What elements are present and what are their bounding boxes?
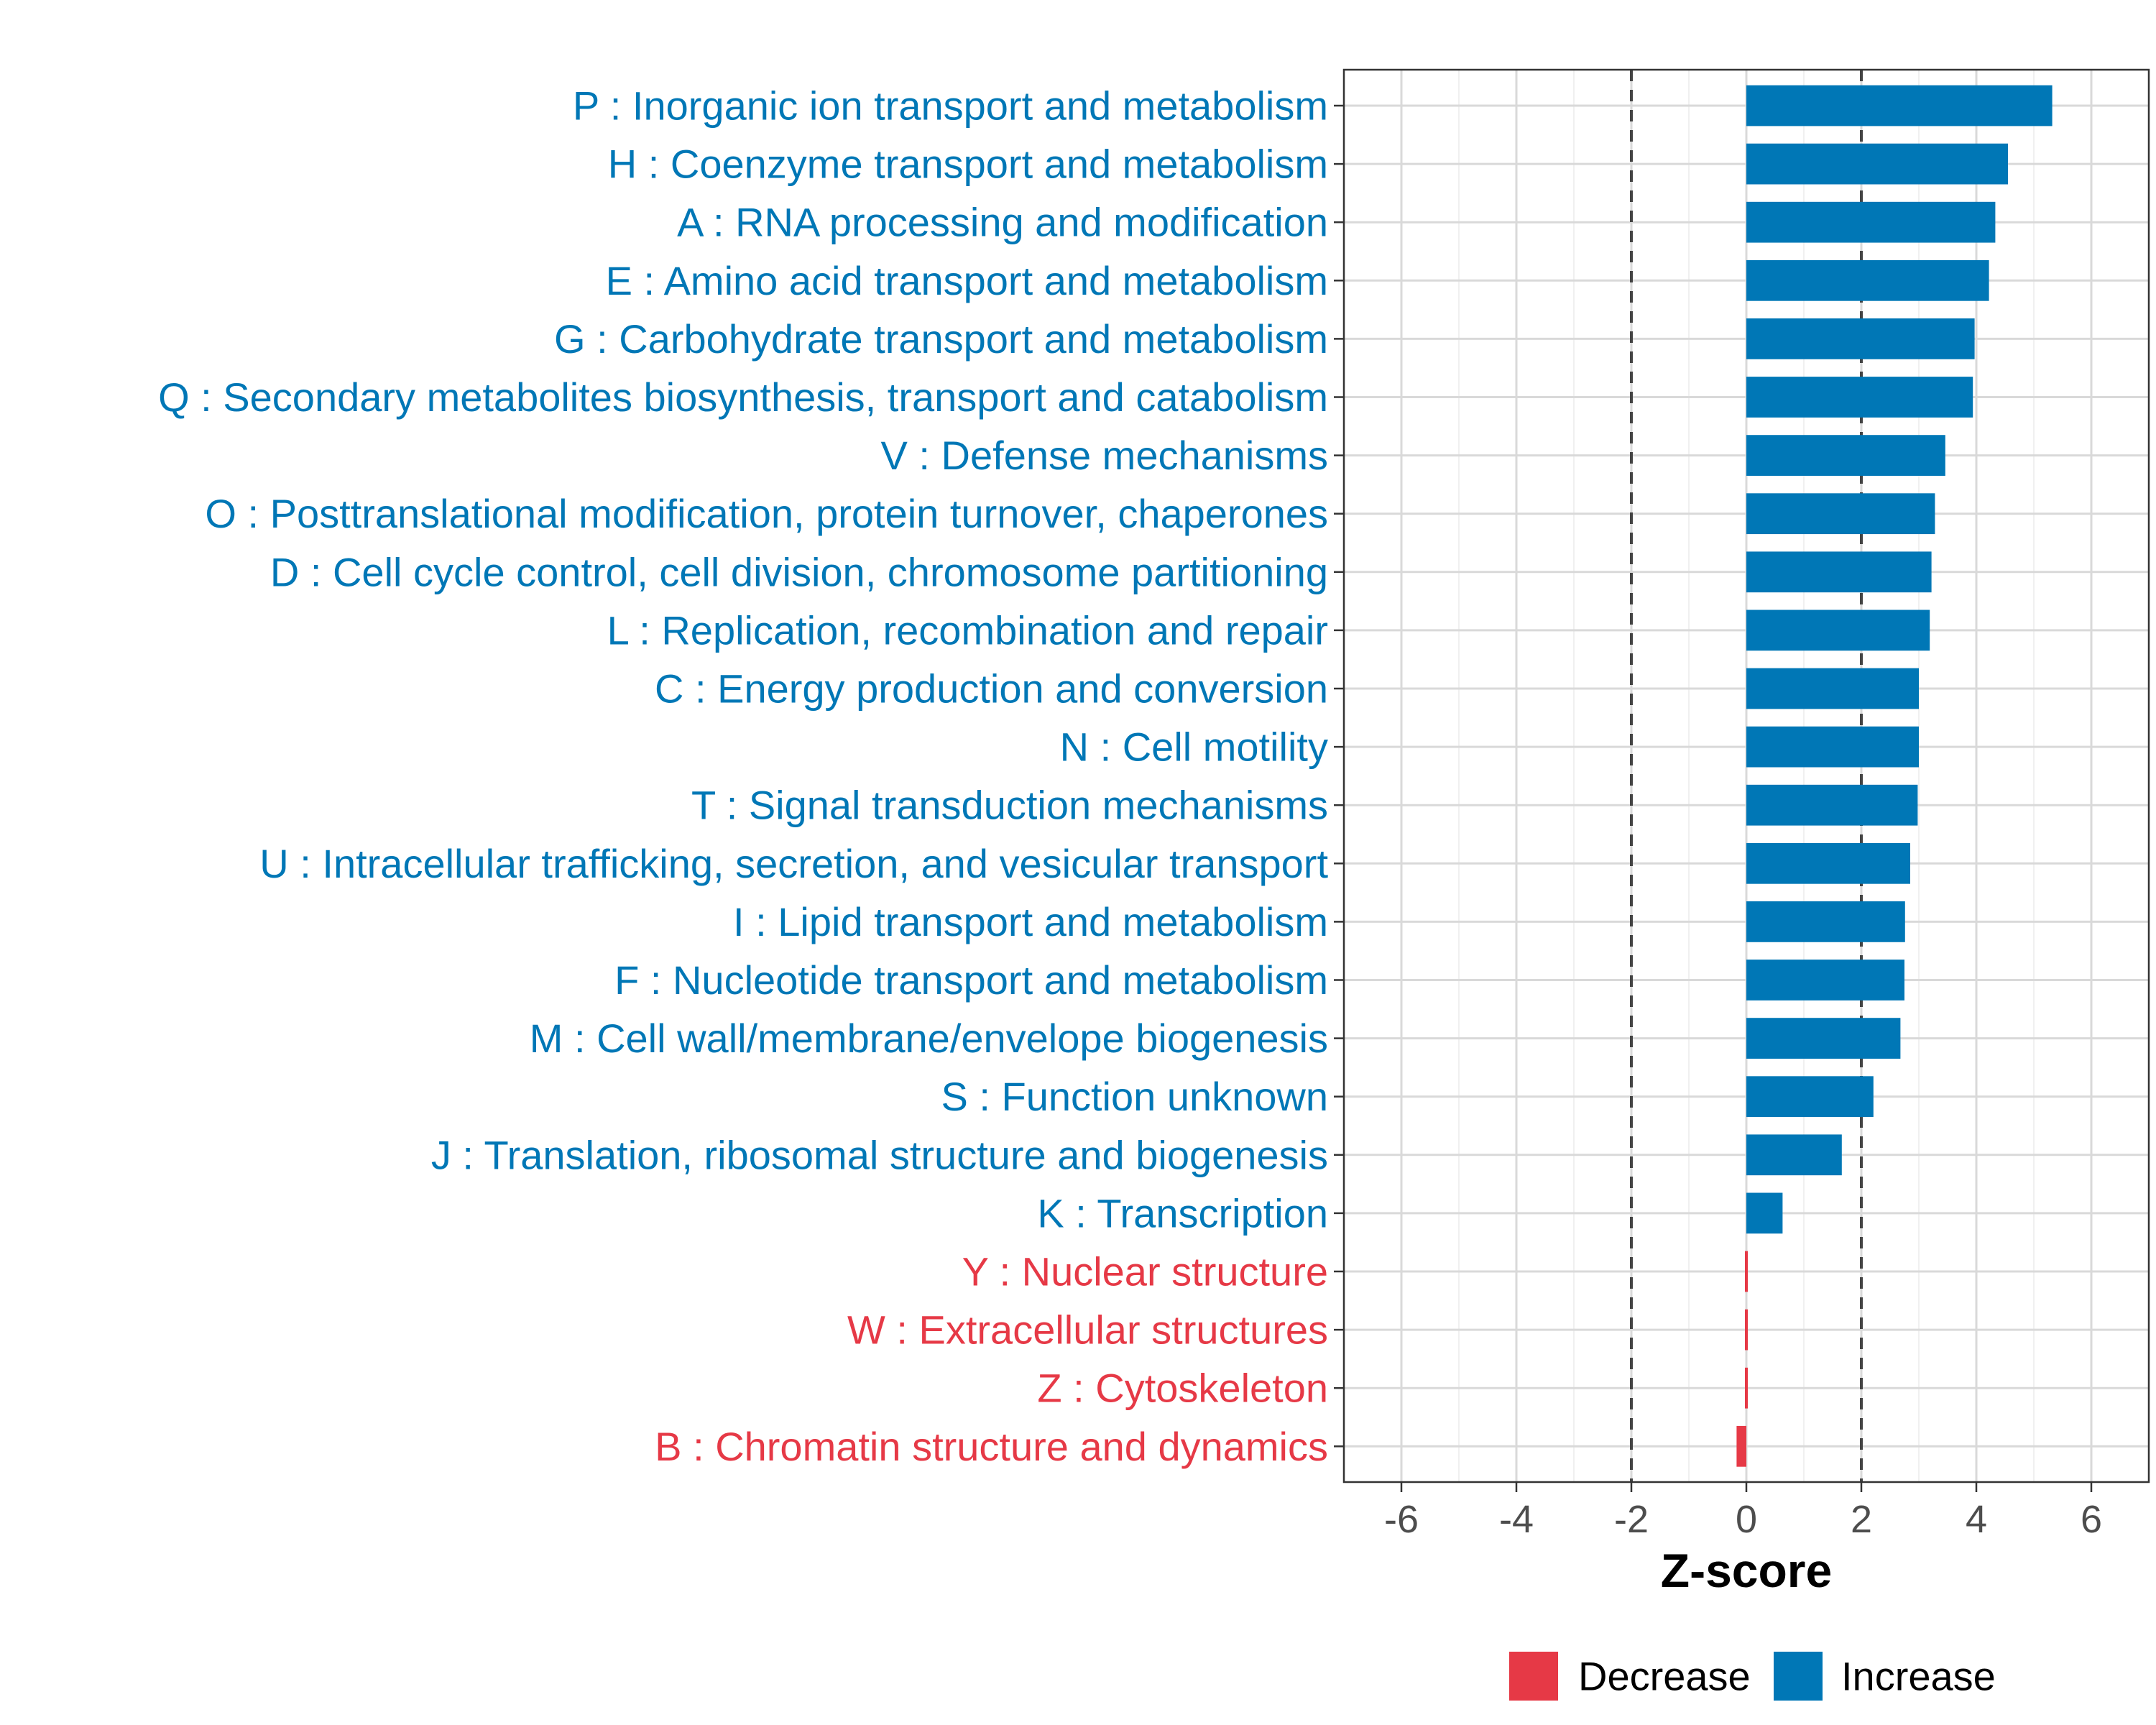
x-axis-title: Z-score — [1661, 1544, 1832, 1597]
category-label: M : Cell wall/membrane/envelope biogenes… — [530, 1016, 1328, 1061]
bar-k — [1746, 1192, 1783, 1234]
x-tick-label: 2 — [1851, 1498, 1872, 1541]
category-label: F : Nucleotide transport and metabolism — [614, 957, 1328, 1003]
bar-j — [1746, 1134, 1842, 1176]
x-tick-label: -6 — [1384, 1498, 1419, 1541]
bar-z — [1745, 1367, 1748, 1409]
category-label: B : Chromatin structure and dynamics — [655, 1424, 1328, 1469]
category-label: P : Inorganic ion transport and metaboli… — [573, 83, 1328, 129]
bar-c — [1746, 668, 1919, 709]
bar-a — [1746, 201, 1996, 243]
category-label: Q : Secondary metabolites biosynthesis, … — [158, 374, 1328, 420]
legend-swatch-decrease — [1509, 1652, 1558, 1701]
x-tick-label: 0 — [1736, 1498, 1757, 1541]
threshold-layer — [1630, 70, 1863, 1482]
category-label: T : Signal transduction mechanisms — [691, 783, 1328, 828]
category-label: A : RNA processing and modification — [677, 200, 1328, 245]
x-tick-label: 4 — [1966, 1498, 1987, 1541]
bar-o — [1746, 493, 1935, 535]
legend-swatch-increase — [1774, 1652, 1823, 1701]
bar-t — [1746, 784, 1918, 826]
category-label: H : Coenzyme transport and metabolism — [608, 142, 1328, 187]
category-label: K : Transcription — [1037, 1190, 1328, 1236]
bar-h — [1746, 143, 2008, 185]
bar-w — [1745, 1309, 1748, 1351]
category-label: V : Defense mechanisms — [881, 433, 1328, 478]
category-label: E : Amino acid transport and metabolism — [606, 258, 1328, 303]
bar-s — [1746, 1076, 1874, 1118]
category-label: G : Carbohydrate transport and metabolis… — [554, 316, 1328, 362]
x-tick-label: -4 — [1499, 1498, 1534, 1541]
bar-b — [1736, 1425, 1746, 1467]
category-label: Y : Nuclear structure — [962, 1249, 1328, 1294]
bar-m — [1746, 1018, 1901, 1059]
category-label: J : Translation, ribosomal structure and… — [431, 1132, 1328, 1177]
bar-layer — [1736, 85, 2053, 1467]
bar-v — [1746, 435, 1945, 476]
bar-q — [1746, 377, 1973, 418]
legend-label-increase: Increase — [1841, 1654, 1996, 1699]
category-label: U : Intracellular trafficking, secretion… — [259, 841, 1328, 886]
bar-l — [1746, 610, 1930, 651]
category-label: S : Function unknown — [941, 1074, 1328, 1119]
y-axis-labels: P : Inorganic ion transport and metaboli… — [158, 83, 1328, 1469]
category-label: C : Energy production and conversion — [655, 666, 1328, 712]
category-label: W : Extracellular structures — [847, 1307, 1328, 1353]
bar-n — [1746, 726, 1919, 768]
bar-y — [1745, 1251, 1748, 1292]
bar-f — [1746, 960, 1904, 1000]
bar-p — [1746, 85, 2053, 126]
category-label: D : Cell cycle control, cell division, c… — [270, 549, 1328, 594]
x-tick-label: -2 — [1614, 1498, 1649, 1541]
legend: Decrease Increase — [1509, 1652, 1996, 1701]
legend-label-decrease: Decrease — [1578, 1654, 1751, 1699]
bar-u — [1746, 842, 1910, 884]
x-axis-ticks: -6 -4 -2 0 2 4 6 — [1384, 1482, 2102, 1541]
bar-e — [1746, 259, 1989, 301]
category-label: O : Posttranslational modification, prot… — [205, 491, 1328, 536]
y-axis-ticks — [1334, 104, 1344, 1448]
category-label: N : Cell motility — [1060, 724, 1328, 770]
category-label: L : Replication, recombination and repai… — [607, 607, 1328, 653]
bar-d — [1746, 551, 1932, 593]
bar-g — [1746, 318, 1975, 359]
x-tick-label: 6 — [2081, 1498, 2102, 1541]
category-label: Z : Cytoskeleton — [1037, 1366, 1328, 1411]
bar-i — [1746, 901, 1905, 942]
category-label: I : Lipid transport and metabolism — [733, 899, 1328, 944]
